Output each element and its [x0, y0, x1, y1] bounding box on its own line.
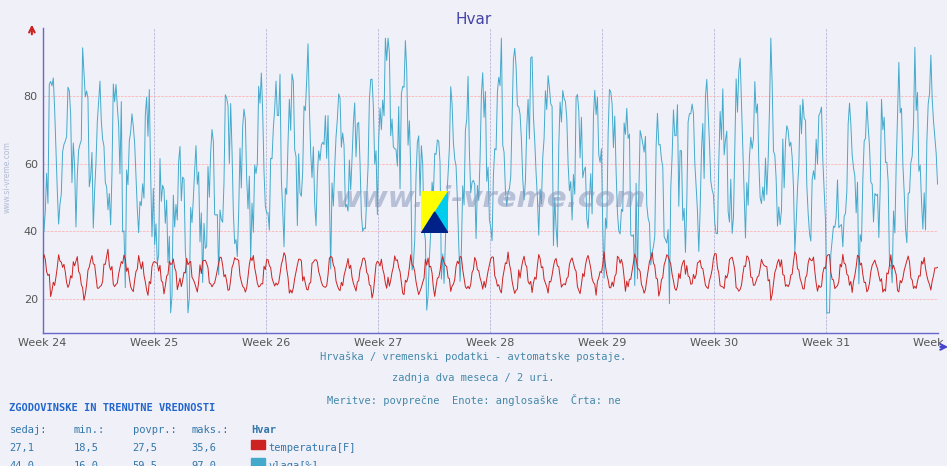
Text: vlaga[%]: vlaga[%] [268, 461, 318, 466]
Text: min.:: min.: [74, 425, 105, 435]
Text: sedaj:: sedaj: [9, 425, 47, 435]
Text: Meritve: povprečne  Enote: anglosaške  Črta: ne: Meritve: povprečne Enote: anglosaške Črt… [327, 394, 620, 406]
Text: 27,5: 27,5 [133, 443, 157, 453]
Polygon shape [421, 191, 448, 233]
Text: 16,0: 16,0 [74, 461, 98, 466]
Polygon shape [421, 191, 448, 233]
Text: www.si-vreme.com: www.si-vreme.com [334, 185, 646, 213]
Text: 44,0: 44,0 [9, 461, 34, 466]
Text: 35,6: 35,6 [191, 443, 216, 453]
Text: temperatura[F]: temperatura[F] [268, 443, 355, 453]
Text: www.si-vreme.com: www.si-vreme.com [3, 141, 12, 213]
Text: ZGODOVINSKE IN TRENUTNE VREDNOSTI: ZGODOVINSKE IN TRENUTNE VREDNOSTI [9, 403, 216, 413]
Text: zadnja dva meseca / 2 uri.: zadnja dva meseca / 2 uri. [392, 373, 555, 383]
Text: 59,5: 59,5 [133, 461, 157, 466]
Text: Hvar: Hvar [251, 425, 276, 435]
Text: Hrvaška / vremenski podatki - avtomatske postaje.: Hrvaška / vremenski podatki - avtomatske… [320, 352, 627, 363]
Text: 27,1: 27,1 [9, 443, 34, 453]
Text: 97,0: 97,0 [191, 461, 216, 466]
Polygon shape [421, 212, 448, 233]
Text: maks.:: maks.: [191, 425, 229, 435]
Text: povpr.:: povpr.: [133, 425, 176, 435]
Text: Hvar: Hvar [456, 12, 491, 27]
Text: 18,5: 18,5 [74, 443, 98, 453]
